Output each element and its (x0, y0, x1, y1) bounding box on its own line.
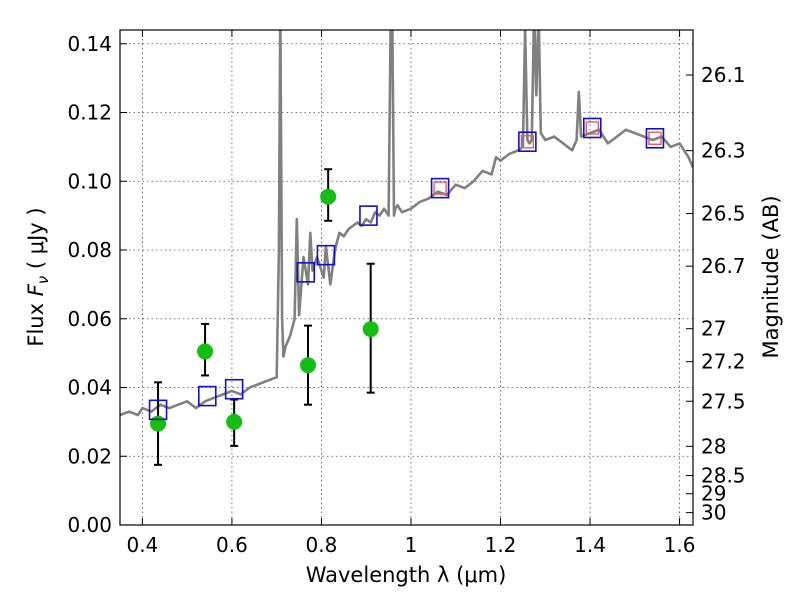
synthetic-square (296, 262, 316, 283)
errorbar-layer (154, 168, 375, 466)
x-tick-label: 0.4 (126, 533, 158, 557)
y2-tick-label: 27.2 (701, 350, 746, 374)
y-tick-label: 0.02 (67, 444, 112, 468)
synthetic-inner-square (520, 135, 535, 149)
synthetic-square (316, 244, 336, 266)
synthetic-inner-square (648, 131, 662, 145)
observed-point (300, 357, 317, 374)
synthetic-square (518, 131, 537, 153)
observed-point (320, 188, 337, 205)
synthetic-square (197, 385, 217, 407)
y2-tick-label: 28 (701, 434, 726, 458)
synthetic-square (224, 378, 244, 400)
plot-frame (119, 29, 694, 526)
y-axis-label: Flux Fν ( μJy ) (24, 207, 52, 346)
observed-points-layer (150, 188, 379, 432)
x-tick-label: 1.4 (574, 533, 606, 557)
y2-axis-label: Magnitude (AB) (759, 195, 783, 358)
x-tick-label: 1.2 (485, 533, 517, 557)
observed-point (226, 413, 243, 430)
plot-area (120, 30, 693, 466)
observed-point (362, 321, 379, 338)
y2-tick-label: 27 (701, 317, 726, 341)
synthetic-inner-square (585, 121, 599, 135)
y-tick-label: 0.04 (67, 376, 112, 400)
observed-point (150, 415, 167, 432)
y2-tick-label: 27.5 (701, 389, 746, 413)
y-axis-label-prefix: Flux (24, 296, 48, 346)
grid-lines (120, 30, 693, 526)
y2-tick-label: 29 (701, 482, 726, 506)
y2-tick-label: 30 (701, 501, 726, 525)
y-tick-label: 0.10 (67, 169, 112, 193)
y-axis-label-subscript: ν (34, 276, 52, 284)
synthetic-squares-layer (148, 117, 665, 421)
synthetic-square (582, 117, 602, 139)
y-tick-label: 0.06 (67, 307, 112, 331)
x-tick-label: 1.6 (664, 533, 696, 557)
y2-tick-label: 28.5 (701, 464, 746, 488)
synthetic-square (359, 205, 378, 226)
y-tick-label: 0.08 (67, 238, 112, 262)
x-tick-label: 0.6 (216, 533, 248, 557)
synthetic-square (645, 127, 665, 149)
x-tick-label: 1 (405, 533, 418, 557)
model-spectrum-layer (120, 30, 693, 417)
y-tick-label: 0.14 (67, 32, 112, 56)
y2-tick-label: 26.3 (701, 139, 746, 163)
y-tick-label: 0.00 (67, 513, 112, 537)
y2-tick-label: 26.1 (701, 63, 746, 87)
model-spectrum-line (120, 30, 693, 417)
x-axis-label: Wavelength λ (μm) (306, 563, 507, 587)
synthetic-inner-square (433, 181, 447, 195)
y-tick-label: 0.12 (67, 101, 112, 125)
y-axis-label-suffix: ( μJy ) (24, 207, 48, 275)
axis-ticks: 0.4 0.6 0.8 1 1.2 1.4 1.6 0.00 0.02 0.04 0.06 0.08 0… (67, 30, 746, 557)
y2-tick-label: 26.7 (701, 254, 746, 278)
x-tick-label: 0.8 (306, 533, 338, 557)
synthetic-square (430, 177, 450, 199)
observed-point (197, 343, 214, 360)
y-axis-label-symbol: F (24, 283, 48, 296)
y2-tick-label: 26.5 (701, 202, 746, 226)
synthetic-square (148, 399, 168, 421)
